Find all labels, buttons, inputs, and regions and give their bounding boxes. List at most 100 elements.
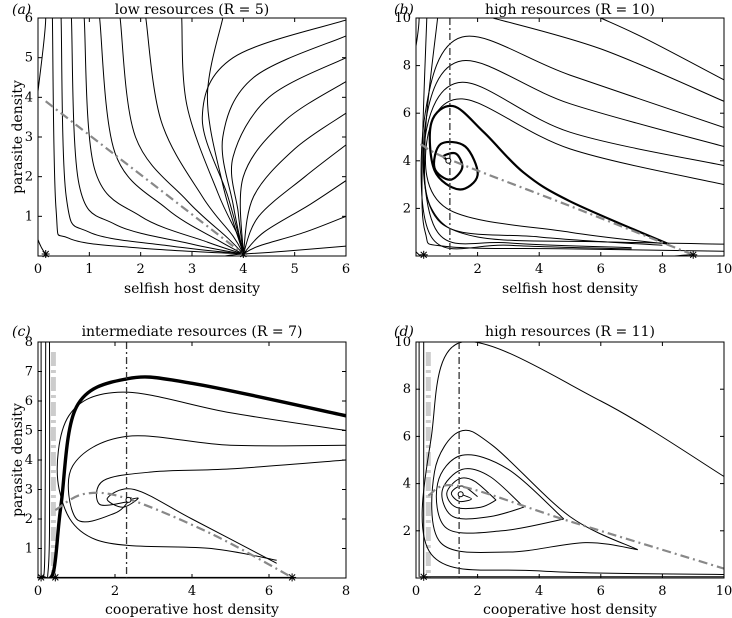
y-tick-label: 5 <box>25 51 33 66</box>
x-tick-label: 6 <box>597 584 605 599</box>
plot-area <box>416 18 724 256</box>
trajectory <box>421 342 724 575</box>
trajectory <box>83 18 244 255</box>
y-tick-label: 2 <box>25 170 33 185</box>
y-tick-label: 4 <box>403 477 411 492</box>
x-tick-label: 2 <box>473 584 481 599</box>
y-tick-label: 3 <box>25 130 33 145</box>
equilibrium-marker <box>689 250 698 259</box>
equilibrium-marker <box>51 573 60 582</box>
panel-label: (a) <box>12 2 31 18</box>
x-axis-label: cooperative host density <box>483 602 657 618</box>
x-tick-label: 10 <box>716 584 732 599</box>
x-tick-label: 1 <box>85 262 93 277</box>
y-tick-label: 6 <box>403 429 411 444</box>
x-tick-label: 6 <box>597 262 605 277</box>
separatrix-trajectory <box>41 375 346 578</box>
x-tick-label: 5 <box>291 262 299 277</box>
equilibrium-marker <box>41 250 50 259</box>
plot-area <box>418 342 724 578</box>
trajectory <box>243 215 346 255</box>
y-tick-label: 2 <box>403 201 411 216</box>
y-tick-label: 6 <box>403 106 411 121</box>
trajectory <box>242 112 346 255</box>
plot-frame <box>415 17 725 257</box>
y-tick-label: 3 <box>25 483 33 498</box>
trajectory <box>242 180 346 255</box>
trajectory <box>423 18 724 245</box>
y-tick-label: 10 <box>394 335 411 350</box>
trajectory <box>425 98 724 245</box>
parasite-nullcline <box>54 491 293 578</box>
plot-frame <box>37 341 347 579</box>
x-axis-label: selfish host density <box>502 281 638 297</box>
plot-area <box>40 342 346 578</box>
x-tick-label: 4 <box>239 262 247 277</box>
trajectory <box>435 454 565 534</box>
trajectory <box>422 81 724 246</box>
trajectory <box>56 391 346 561</box>
x-tick-label: 8 <box>342 584 350 599</box>
trajectory <box>106 488 277 564</box>
x-tick-label: 8 <box>658 584 666 599</box>
y-tick-label: 5 <box>25 424 33 439</box>
trajectory <box>99 18 244 255</box>
x-tick-label: 4 <box>535 584 543 599</box>
y-tick-label: 4 <box>403 154 411 169</box>
equilibrium-marker <box>419 250 428 259</box>
x-tick-label: 6 <box>342 262 350 277</box>
y-tick-label: 2 <box>403 524 411 539</box>
y-tick-label: 8 <box>25 335 33 350</box>
trajectory <box>47 342 51 578</box>
panel-title: low resources (R = 5) <box>115 2 269 18</box>
y-tick-label: 6 <box>25 11 33 26</box>
parasite-nullcline <box>420 143 694 256</box>
trajectory <box>206 18 244 255</box>
x-axis-label: cooperative host density <box>105 602 279 618</box>
separatrix-trajectory <box>428 104 670 246</box>
panel-label: (c) <box>12 324 31 340</box>
trajectory <box>420 35 724 250</box>
trajectory <box>450 485 478 503</box>
parasite-nullcline <box>427 483 724 570</box>
y-tick-label: 7 <box>25 365 33 380</box>
equilibrium-marker <box>419 572 428 581</box>
y-tick-label: 1 <box>25 209 33 224</box>
y-tick-label: 8 <box>403 382 411 397</box>
x-tick-label: 0 <box>34 262 42 277</box>
trajectory <box>243 245 346 255</box>
x-tick-label: 2 <box>473 262 481 277</box>
x-tick-label: 2 <box>111 584 119 599</box>
x-tick-label: 3 <box>188 262 196 277</box>
x-axis-label: selfish host density <box>124 281 260 297</box>
trajectory <box>416 18 694 256</box>
y-axis-label: parasite density <box>10 403 26 517</box>
trajectory <box>422 60 724 249</box>
y-tick-label: 4 <box>25 90 33 105</box>
trajectory <box>201 19 346 255</box>
trajectory <box>51 18 244 255</box>
x-tick-label: 8 <box>658 262 666 277</box>
trajectory <box>95 459 346 506</box>
interior-equilibrium <box>125 496 132 503</box>
trajectory <box>446 477 497 510</box>
panel-title: high resources (R = 11) <box>485 324 655 340</box>
x-tick-label: 4 <box>188 584 196 599</box>
parasite-nullcline <box>45 100 244 255</box>
trajectory <box>70 18 244 255</box>
panel-title: high resources (R = 10) <box>485 2 655 18</box>
y-tick-label: 8 <box>403 59 411 74</box>
plot-area <box>38 18 346 256</box>
trajectory <box>230 57 346 255</box>
x-tick-label: 4 <box>535 262 543 277</box>
x-tick-label: 2 <box>137 262 145 277</box>
y-tick-label: 10 <box>394 11 411 26</box>
interior-equilibrium <box>457 491 464 498</box>
trajectory <box>60 18 244 255</box>
trajectory <box>221 35 346 255</box>
x-tick-label: 6 <box>265 584 273 599</box>
